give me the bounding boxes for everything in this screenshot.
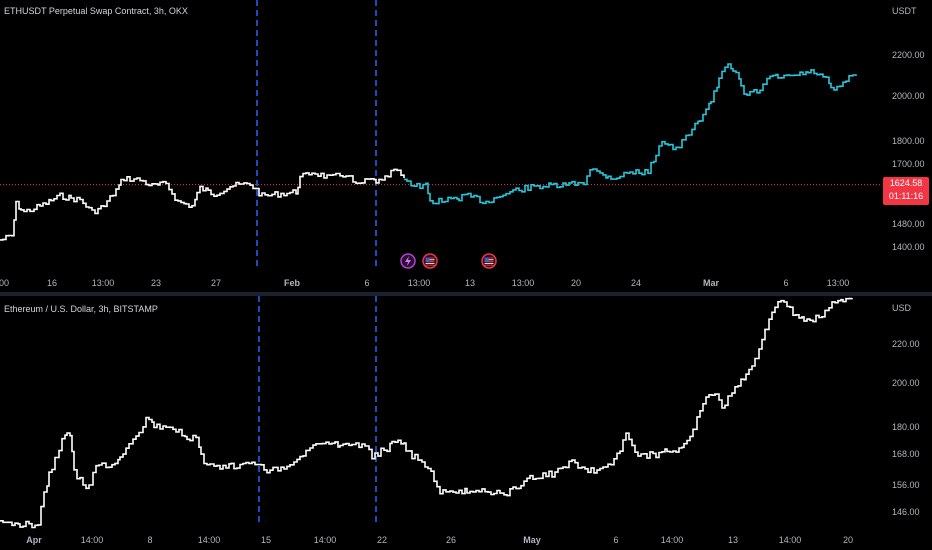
bottom-y-tick-5: 146.00 xyxy=(892,507,920,517)
top-x-tick-0: 00 xyxy=(0,278,9,288)
current-price-value: 1624.58 xyxy=(889,177,923,188)
top-chart-title: ETHUSDT Perpetual Swap Contract, 3h, OKX xyxy=(4,6,188,16)
top-projection-series xyxy=(404,63,857,205)
top-x-tick-12: Mar xyxy=(703,278,720,288)
top-y-tick-1: 2000.00 xyxy=(892,91,925,101)
us-flag-icon xyxy=(422,253,438,269)
bottom-x-tick-12: 14:00 xyxy=(779,535,802,545)
bottom-chart-pane[interactable]: 220.00 200.00 180.00 168.00 156.00 146.00 USD A… xyxy=(0,296,932,550)
bottom-x-tick-4: 15 xyxy=(261,535,271,545)
top-price-series xyxy=(0,168,405,241)
top-unit-label: USDT xyxy=(892,6,917,16)
top-x-tick-11: 24 xyxy=(631,278,641,288)
bottom-x-tick-1: 14:00 xyxy=(81,535,104,545)
pane-divider[interactable] xyxy=(0,292,932,296)
bottom-y-tick-0: 220.00 xyxy=(892,339,920,349)
bottom-x-tick-7: 26 xyxy=(446,535,456,545)
top-x-tick-2: 13:00 xyxy=(92,278,115,288)
top-x-tick-4: 27 xyxy=(211,278,221,288)
bottom-x-tick-3: 14:00 xyxy=(198,535,221,545)
bottom-unit-label: USD xyxy=(892,303,912,313)
bottom-chart-canvas[interactable]: 220.00 200.00 180.00 168.00 156.00 146.00 USD A… xyxy=(0,296,932,550)
top-x-tick-9: 13:00 xyxy=(512,278,535,288)
bottom-y-tick-3: 168.00 xyxy=(892,449,920,459)
bottom-x-tick-0: Apr xyxy=(26,535,42,545)
lightning-icon xyxy=(400,253,416,269)
top-y-tick-4: 1480.00 xyxy=(892,219,925,229)
top-y-tick-5: 1400.00 xyxy=(892,242,925,252)
bottom-y-tick-4: 156.00 xyxy=(892,480,920,490)
bottom-x-tick-9: 6 xyxy=(613,535,618,545)
top-x-tick-13: 6 xyxy=(783,278,788,288)
top-y-tick-3: 1700.00 xyxy=(892,159,925,169)
bottom-y-tick-2: 180.00 xyxy=(892,422,920,432)
bottom-chart-title: Ethereum / U.S. Dollar, 3h, BITSTAMP xyxy=(4,304,158,314)
current-price-label: 1624.58 01:11:16 xyxy=(883,176,929,205)
bottom-y-tick-1: 200.00 xyxy=(892,378,920,388)
top-x-tick-5: Feb xyxy=(284,278,301,288)
bar-countdown: 01:11:16 xyxy=(888,190,924,201)
top-x-tick-10: 20 xyxy=(571,278,581,288)
top-y-tick-0: 2200.00 xyxy=(892,50,925,60)
us-flag-icon xyxy=(481,253,497,269)
bottom-x-tick-6: 22 xyxy=(377,535,387,545)
top-x-tick-3: 23 xyxy=(151,278,161,288)
bottom-x-tick-5: 14:00 xyxy=(314,535,337,545)
bottom-x-tick-8: May xyxy=(523,535,541,545)
bottom-x-tick-10: 14:00 xyxy=(661,535,684,545)
bottom-price-series xyxy=(0,297,853,529)
top-x-tick-8: 13 xyxy=(465,278,475,288)
bottom-x-tick-11: 13 xyxy=(728,535,738,545)
top-y-tick-2: 1800.00 xyxy=(892,136,925,146)
top-x-tick-7: 13:00 xyxy=(408,278,431,288)
top-x-tick-6: 6 xyxy=(364,278,369,288)
bottom-x-tick-2: 8 xyxy=(147,535,152,545)
top-x-tick-1: 16 xyxy=(47,278,57,288)
top-chart-pane[interactable]: 2200.00 2000.00 1800.00 1700.00 1480.00 1400.… xyxy=(0,0,932,292)
top-chart-canvas[interactable]: 2200.00 2000.00 1800.00 1700.00 1480.00 1400.… xyxy=(0,0,932,292)
top-x-tick-14: 13:00 xyxy=(827,278,850,288)
bottom-x-tick-13: 20 xyxy=(843,535,853,545)
